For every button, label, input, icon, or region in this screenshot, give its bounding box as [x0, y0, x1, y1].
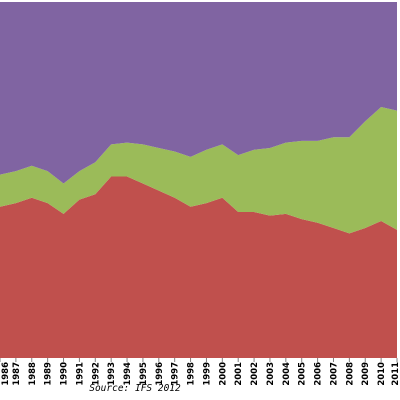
area-series-1	[0, 176, 397, 358]
x-tick-label: 2010	[377, 362, 387, 386]
x-tick-label: 2005	[298, 362, 308, 386]
area-series-3	[0, 2, 397, 184]
x-tick-label: 1996	[155, 362, 165, 386]
x-tick-label: 2001	[234, 362, 244, 386]
x-tick-label: 1991	[75, 362, 85, 386]
x-tick-label: 2007	[329, 362, 339, 386]
x-tick-label: 1997	[171, 362, 181, 386]
x-tick-label: 1995	[139, 362, 149, 386]
x-tick-label: 1993	[107, 362, 117, 386]
x-tick-label: 1989	[44, 362, 54, 386]
x-tick-label: 1987	[12, 362, 22, 386]
x-tick-label: 1994	[123, 362, 133, 386]
x-tick-label: 2011	[391, 362, 400, 386]
chart-source: Source: IFS 2012	[89, 383, 181, 394]
x-tick-label: 1999	[202, 362, 212, 386]
x-tick-label: 1992	[91, 362, 101, 386]
x-tick-label: 2003	[266, 362, 276, 386]
x-tick-label: 2008	[345, 362, 355, 386]
x-axis-ticks: 1986 1987 1988 1989 1990 1991 1992 1993 1994 1995…	[0, 358, 400, 386]
x-tick-label: 1988	[28, 362, 38, 386]
area-series-2	[0, 107, 397, 234]
chart-areas	[0, 2, 397, 358]
x-tick-label: 1990	[60, 362, 70, 386]
x-tick-label: 2002	[250, 362, 260, 386]
x-tick-label: 2004	[282, 362, 292, 386]
x-tick-label: 1998	[187, 362, 197, 386]
x-tick-label: 2000	[218, 362, 228, 386]
x-tick-label: 2009	[361, 362, 371, 386]
x-tick-label: 1986	[1, 362, 11, 386]
x-tick-label: 2006	[314, 362, 324, 386]
